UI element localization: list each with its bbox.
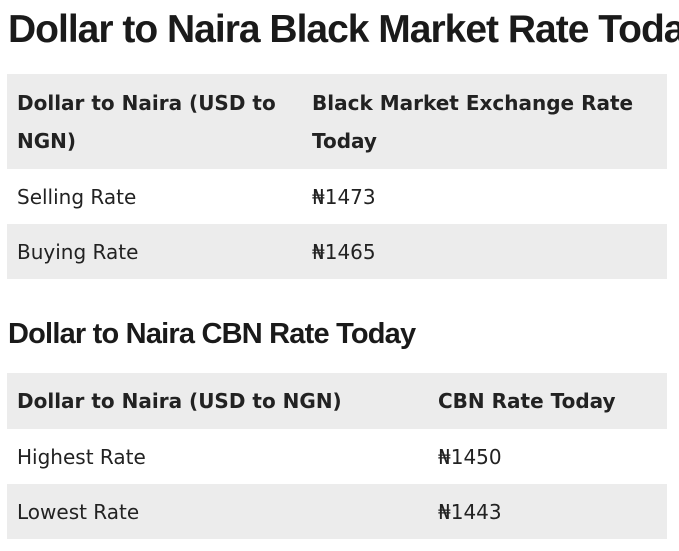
rate-value: ₦1473 [312,184,376,209]
table-row: Lowest Rate ₦1443 [7,484,667,539]
black-market-heading: Dollar to Naira Black Market Rate Today [8,8,679,51]
table-header-row: Dollar to Naira (USD to NGN) CBN Rate To… [7,373,667,429]
rate-value: ₦1465 [312,239,376,264]
row-label: Buying Rate [17,239,139,264]
row-label: Selling Rate [17,184,137,209]
row-label: Lowest Rate [17,499,140,524]
table-row: Highest Rate ₦1450 [7,429,667,484]
cbn-rate-table: Dollar to Naira (USD to NGN) CBN Rate To… [7,373,667,539]
rate-value: ₦1443 [438,499,502,524]
column-header-currency-pair: Dollar to Naira (USD to NGN) [17,90,276,153]
cbn-rate-heading: Dollar to Naira CBN Rate Today [8,318,416,350]
table-header-row: Dollar to Naira (USD to NGN) Black Marke… [7,74,667,169]
black-market-rate-table: Dollar to Naira (USD to NGN) Black Marke… [7,74,667,279]
column-header-currency-pair: Dollar to Naira (USD to NGN) [17,389,342,413]
table-row: Buying Rate ₦1465 [7,224,667,279]
table-row: Selling Rate ₦1473 [7,169,667,224]
column-header-black-market-rate: Black Market Exchange Rate Today [312,90,634,153]
row-label: Highest Rate [17,444,146,469]
rate-value: ₦1450 [438,444,502,469]
column-header-cbn-rate: CBN Rate Today [438,389,616,413]
